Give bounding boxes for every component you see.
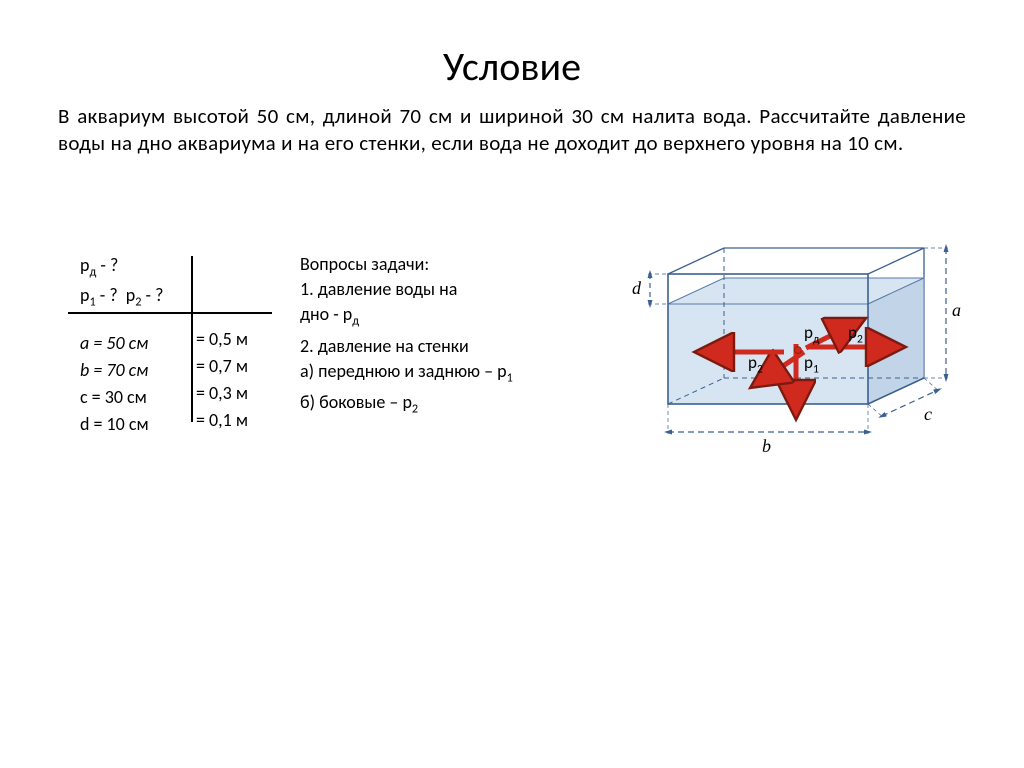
si-d: = 0,1 м	[196, 407, 286, 434]
page-title: Условие	[0, 0, 1024, 103]
q2: 2. давление на стенки	[300, 334, 580, 359]
dim-c: c	[924, 404, 932, 425]
label-p2-right: p2	[848, 322, 863, 346]
q1-line1: 1. давление воды на	[300, 277, 580, 302]
label-pd: pд	[804, 322, 819, 346]
q2a: а) переднюю и заднюю – p1	[300, 359, 580, 391]
dim-d: d	[632, 278, 641, 299]
dim-b: b	[762, 436, 771, 457]
label-p1: p1	[804, 352, 819, 376]
given-a: a = 50 см	[80, 330, 192, 357]
questions-title: Вопросы задачи:	[300, 252, 580, 277]
aquarium-diagram: a d b c pд p1 p2 p2	[608, 244, 968, 484]
unknown-pd: pд - ?	[80, 252, 192, 282]
dim-a: a	[952, 300, 961, 321]
questions-block: Вопросы задачи: 1. давление воды на дно …	[300, 252, 580, 422]
unknowns-and-given: pд - ? p1 - ? p2 - ? a = 50 см b = 70 см…	[80, 252, 192, 438]
label-p2-left: p2	[748, 352, 763, 376]
unknown-p1p2: p1 - ? p2 - ?	[80, 282, 192, 312]
work-area: pд - ? p1 - ? p2 - ? a = 50 см b = 70 см…	[58, 252, 994, 748]
given-b: b = 70 см	[80, 357, 192, 384]
q2b: б) боковые – p2	[300, 390, 580, 422]
given-c: с = 30 см	[80, 384, 192, 411]
si-column: = 0,5 м = 0,7 м = 0,3 м = 0,1 м	[196, 252, 286, 434]
problem-text: В аквариум высотой 50 см, длиной 70 см и…	[0, 103, 1024, 157]
si-b: = 0,7 м	[196, 353, 286, 380]
si-a: = 0,5 м	[196, 326, 286, 353]
given-d: d = 10 см	[80, 411, 192, 438]
q1-line2: дно - pд	[300, 302, 580, 334]
si-c: = 0,3 м	[196, 380, 286, 407]
